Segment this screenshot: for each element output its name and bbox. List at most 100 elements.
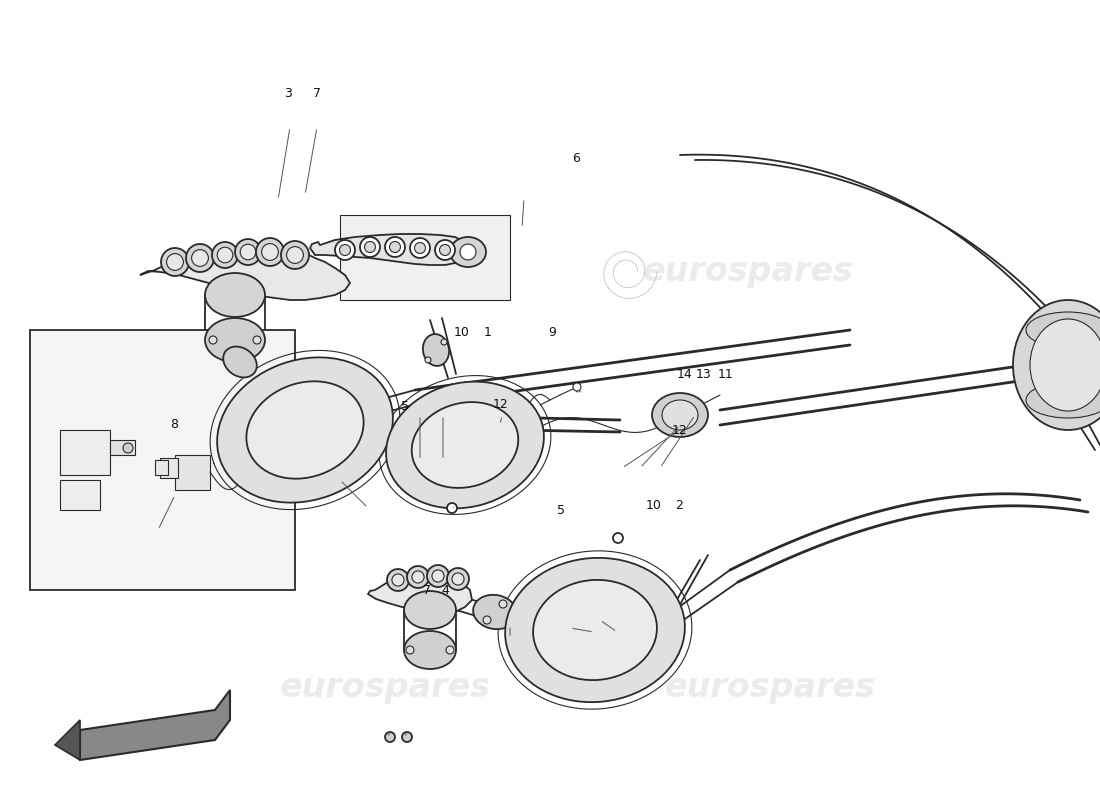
Polygon shape [310,234,470,265]
Circle shape [410,238,430,258]
Circle shape [440,245,451,255]
Text: 12: 12 [672,424,688,437]
Ellipse shape [473,595,517,629]
Circle shape [452,573,464,585]
Circle shape [253,336,261,344]
Circle shape [407,566,429,588]
Circle shape [411,571,425,583]
Text: eurospares: eurospares [664,671,876,705]
Ellipse shape [422,334,449,366]
Text: 12: 12 [493,398,508,410]
Circle shape [676,426,684,434]
Ellipse shape [1026,312,1100,348]
Text: 7: 7 [422,584,431,597]
Circle shape [406,646,414,654]
Text: 11: 11 [718,368,734,381]
Circle shape [209,336,217,344]
Polygon shape [55,720,80,760]
Ellipse shape [223,346,256,378]
Circle shape [256,238,284,266]
Polygon shape [175,455,210,490]
Circle shape [364,242,375,253]
Circle shape [402,732,412,742]
Text: 13: 13 [696,368,712,381]
Circle shape [186,244,214,272]
Circle shape [235,239,261,265]
Ellipse shape [205,318,265,362]
Text: 5: 5 [400,400,409,413]
Ellipse shape [1026,382,1100,418]
Circle shape [427,565,449,587]
Ellipse shape [411,402,518,488]
Ellipse shape [450,237,486,267]
Text: 10: 10 [454,326,470,338]
Ellipse shape [1030,319,1100,411]
Circle shape [166,254,184,270]
Circle shape [499,600,507,608]
Ellipse shape [404,591,456,629]
Ellipse shape [386,382,543,508]
Text: 5: 5 [557,504,565,517]
Circle shape [441,339,447,345]
Text: 10: 10 [646,499,661,512]
Circle shape [360,237,379,257]
Text: 1: 1 [483,326,492,338]
Circle shape [212,242,238,268]
Text: 8: 8 [169,418,178,430]
Circle shape [287,246,304,263]
Text: 9: 9 [548,326,557,338]
Circle shape [460,244,476,260]
Circle shape [262,243,278,261]
Circle shape [123,443,133,453]
Ellipse shape [534,580,657,680]
Circle shape [389,242,400,253]
Polygon shape [60,480,100,510]
Circle shape [432,570,444,582]
Ellipse shape [1013,300,1100,430]
Circle shape [385,237,405,257]
Ellipse shape [217,358,393,502]
Circle shape [613,533,623,543]
Circle shape [240,244,256,260]
Circle shape [446,646,454,654]
Circle shape [217,247,233,262]
Circle shape [691,404,698,412]
Text: eurospares: eurospares [136,423,348,457]
Polygon shape [30,330,295,590]
Circle shape [447,568,469,590]
Circle shape [191,250,208,266]
Polygon shape [140,247,350,300]
Circle shape [392,574,404,586]
Ellipse shape [652,393,708,437]
Ellipse shape [246,382,364,478]
Circle shape [385,732,395,742]
Text: 3: 3 [284,87,293,100]
Polygon shape [155,460,168,475]
Ellipse shape [662,400,698,430]
Circle shape [495,415,505,425]
Text: eurospares: eurospares [642,255,854,289]
Text: eurospares: eurospares [279,671,491,705]
Polygon shape [160,458,178,478]
Text: 4: 4 [441,584,450,597]
Circle shape [425,357,431,363]
Text: 6: 6 [572,152,581,165]
Text: 2: 2 [674,499,683,512]
Circle shape [415,242,426,254]
Polygon shape [340,215,510,300]
Ellipse shape [505,558,685,702]
Polygon shape [80,690,230,760]
Polygon shape [368,573,472,613]
Circle shape [280,241,309,269]
Ellipse shape [205,273,265,317]
Circle shape [314,445,323,455]
Polygon shape [60,430,110,475]
Circle shape [336,240,355,260]
Text: 14: 14 [676,368,692,381]
Circle shape [447,503,456,513]
Circle shape [434,240,455,260]
Circle shape [440,450,450,460]
Text: 7: 7 [312,87,321,100]
Circle shape [483,616,491,624]
Ellipse shape [404,631,456,669]
